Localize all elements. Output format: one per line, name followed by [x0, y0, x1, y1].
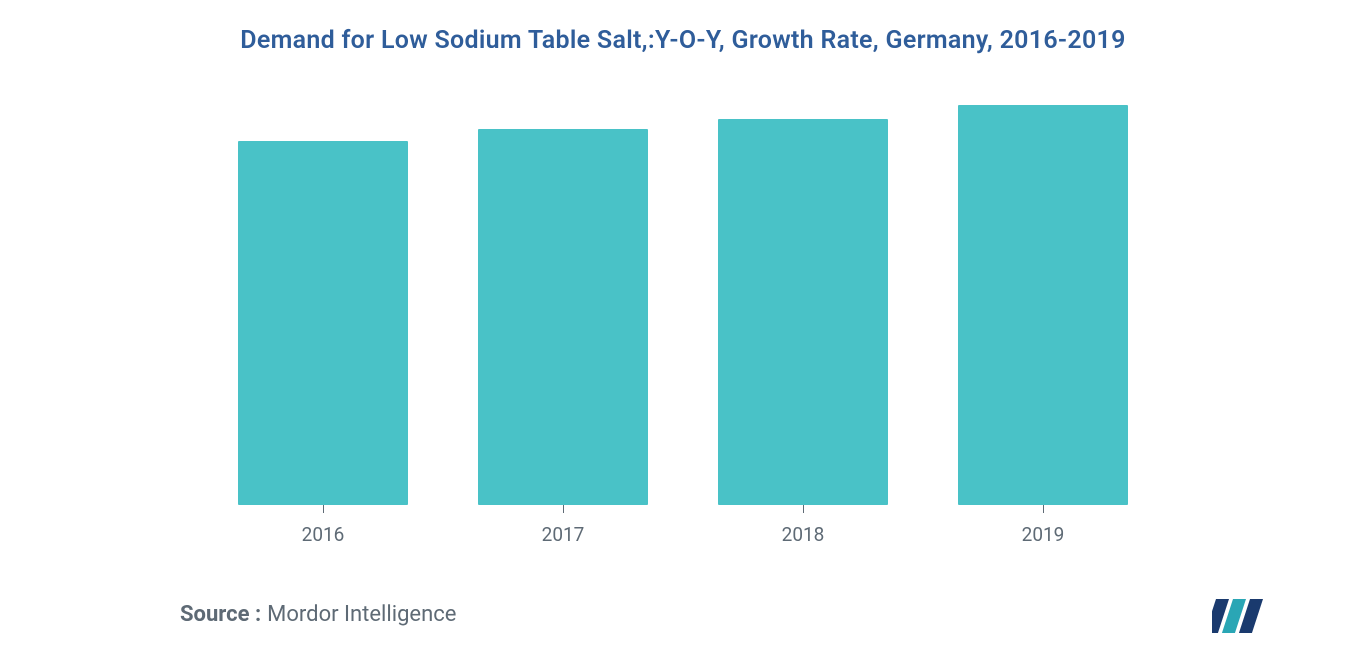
source-attribution: Source : Mordor Intelligence	[180, 602, 456, 627]
x-tick-label: 2017	[542, 523, 585, 546]
x-tick-slot: 2018	[718, 505, 888, 546]
x-tick	[323, 505, 324, 513]
chart-title: Demand for Low Sodium Table Salt,:Y-O-Y,…	[60, 26, 1306, 55]
chart-container: Demand for Low Sodium Table Salt,:Y-O-Y,…	[0, 0, 1366, 655]
x-axis-labels: 2016 2017 2018 2019	[133, 505, 1233, 546]
bar	[958, 105, 1128, 505]
x-tick-slot: 2019	[958, 505, 1128, 546]
x-tick-label: 2018	[782, 523, 825, 546]
x-tick	[1043, 505, 1044, 513]
source-label: Source :	[180, 602, 261, 627]
bar-slot	[958, 105, 1128, 505]
source-text: Mordor Intelligence	[267, 602, 456, 627]
bar-slot	[718, 105, 888, 505]
x-tick-label: 2019	[1022, 523, 1065, 546]
bar	[718, 119, 888, 505]
mordor-intelligence-logo-icon	[1212, 599, 1266, 633]
x-tick-slot: 2017	[478, 505, 648, 546]
x-tick	[803, 505, 804, 513]
bar-chart-plot	[133, 105, 1233, 505]
bar-slot	[238, 105, 408, 505]
bar	[478, 129, 648, 505]
x-tick-slot: 2016	[238, 505, 408, 546]
bar-slot	[478, 105, 648, 505]
bar	[238, 141, 408, 505]
x-tick	[563, 505, 564, 513]
x-tick-label: 2016	[302, 523, 345, 546]
